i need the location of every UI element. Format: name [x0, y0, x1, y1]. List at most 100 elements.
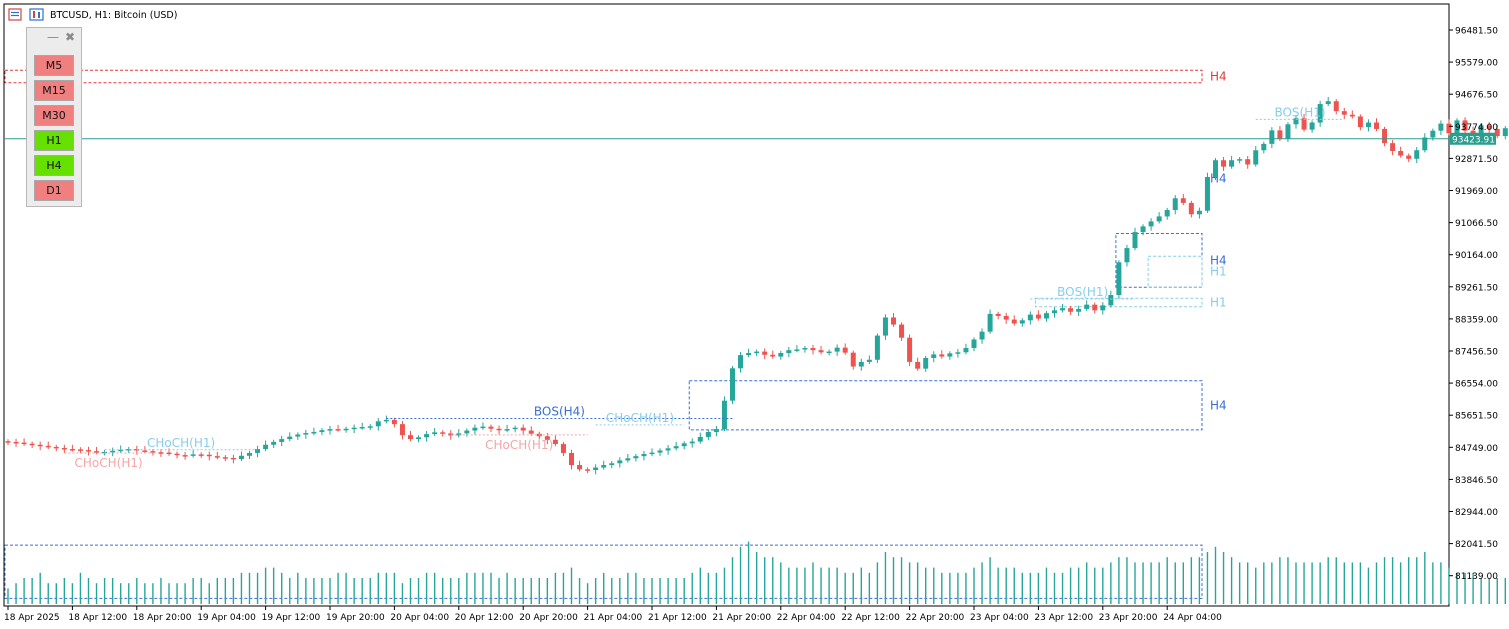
- candle[interactable]: [399, 424, 405, 436]
- candle[interactable]: [1164, 210, 1170, 217]
- candle[interactable]: [1325, 101, 1331, 105]
- candle[interactable]: [858, 361, 864, 367]
- candle[interactable]: [1438, 123, 1444, 131]
- candle[interactable]: [1060, 308, 1066, 311]
- candle[interactable]: [1357, 116, 1363, 128]
- candle[interactable]: [939, 354, 945, 357]
- candle[interactable]: [673, 446, 679, 449]
- candle[interactable]: [915, 361, 921, 369]
- candle[interactable]: [585, 469, 591, 471]
- candle[interactable]: [923, 357, 929, 369]
- close-icon[interactable]: ✖: [65, 30, 76, 44]
- candle[interactable]: [826, 351, 832, 354]
- candle[interactable]: [1349, 114, 1355, 117]
- candle[interactable]: [995, 313, 1001, 317]
- chart-list-icon[interactable]: [8, 8, 22, 21]
- candle[interactable]: [1011, 319, 1017, 324]
- candle[interactable]: [1237, 159, 1243, 161]
- candle[interactable]: [166, 452, 172, 455]
- candle[interactable]: [625, 458, 631, 461]
- candle[interactable]: [343, 428, 349, 431]
- candle[interactable]: [1317, 104, 1323, 123]
- candle[interactable]: [778, 353, 784, 357]
- candle[interactable]: [238, 455, 244, 460]
- candle[interactable]: [601, 465, 607, 468]
- candle[interactable]: [416, 437, 422, 440]
- candle[interactable]: [424, 434, 430, 438]
- candle[interactable]: [1108, 295, 1114, 306]
- candle[interactable]: [327, 429, 333, 431]
- candle[interactable]: [1213, 160, 1218, 177]
- candle[interactable]: [1221, 160, 1227, 167]
- candle[interactable]: [1229, 160, 1235, 167]
- candle[interactable]: [641, 454, 647, 457]
- candle[interactable]: [899, 324, 905, 338]
- candle[interactable]: [1301, 118, 1307, 130]
- candle[interactable]: [150, 451, 156, 453]
- candle[interactable]: [834, 347, 840, 352]
- candle[interactable]: [850, 352, 856, 367]
- candle[interactable]: [13, 441, 19, 444]
- candle[interactable]: [802, 348, 808, 350]
- candle[interactable]: [810, 348, 816, 351]
- candle[interactable]: [214, 456, 220, 458]
- candle[interactable]: [295, 434, 301, 437]
- candle[interactable]: [762, 351, 768, 355]
- candle[interactable]: [1454, 120, 1460, 134]
- candle[interactable]: [1027, 314, 1033, 321]
- candle[interactable]: [512, 427, 518, 430]
- candle[interactable]: [544, 436, 550, 440]
- candle[interactable]: [971, 339, 977, 349]
- candle[interactable]: [464, 430, 470, 434]
- candle[interactable]: [721, 400, 727, 430]
- candle[interactable]: [335, 429, 341, 431]
- candle[interactable]: [746, 353, 752, 356]
- candle[interactable]: [1035, 314, 1041, 319]
- candle[interactable]: [1132, 232, 1138, 249]
- candle[interactable]: [1124, 248, 1130, 263]
- candle[interactable]: [1365, 122, 1371, 128]
- candle[interactable]: [1341, 111, 1347, 115]
- candle[interactable]: [53, 446, 59, 449]
- candle[interactable]: [1100, 305, 1106, 311]
- candle[interactable]: [279, 439, 285, 442]
- candle[interactable]: [1180, 198, 1186, 203]
- candle[interactable]: [713, 429, 719, 432]
- candle[interactable]: [609, 463, 615, 466]
- candle[interactable]: [247, 452, 252, 456]
- candle[interactable]: [681, 443, 687, 447]
- candle[interactable]: [69, 449, 75, 451]
- candle[interactable]: [61, 447, 67, 450]
- candle[interactable]: [1277, 130, 1283, 139]
- candle[interactable]: [1390, 143, 1396, 151]
- candle[interactable]: [738, 355, 744, 369]
- candle[interactable]: [1156, 216, 1162, 222]
- candle[interactable]: [118, 449, 124, 452]
- candle[interactable]: [1406, 155, 1412, 159]
- candle[interactable]: [21, 442, 27, 445]
- tf-button-d1[interactable]: D1: [34, 180, 74, 201]
- candle[interactable]: [528, 430, 534, 434]
- candle[interactable]: [979, 331, 985, 340]
- candle[interactable]: [1116, 262, 1122, 296]
- candle[interactable]: [657, 450, 663, 453]
- candle[interactable]: [955, 352, 961, 354]
- candle[interactable]: [1052, 310, 1057, 314]
- candle[interactable]: [1374, 122, 1379, 129]
- candle[interactable]: [359, 426, 365, 429]
- candle[interactable]: [1196, 210, 1202, 215]
- candle[interactable]: [617, 460, 623, 464]
- chart-type-icon[interactable]: [29, 8, 44, 21]
- candle[interactable]: [1398, 150, 1404, 156]
- candle[interactable]: [552, 439, 558, 445]
- candle[interactable]: [190, 454, 196, 456]
- candle[interactable]: [1172, 198, 1178, 211]
- candle[interactable]: [496, 428, 502, 431]
- candle[interactable]: [697, 436, 703, 442]
- candle[interactable]: [1003, 316, 1009, 320]
- candle[interactable]: [1253, 150, 1259, 165]
- tf-button-h1[interactable]: H1: [34, 130, 74, 151]
- candle[interactable]: [271, 441, 277, 445]
- candle[interactable]: [158, 452, 164, 454]
